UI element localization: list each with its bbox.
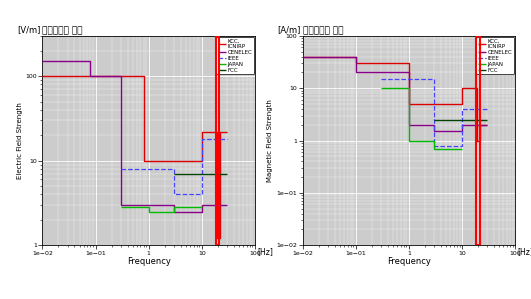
- Bar: [216, 36, 219, 245]
- Text: 전기장강도 기준: 전기장강도 기준: [42, 26, 83, 35]
- Text: [A/m]: [A/m]: [277, 25, 301, 34]
- X-axis label: Frequency: Frequency: [387, 257, 431, 266]
- Y-axis label: Magnetic Field Strength: Magnetic Field Strength: [268, 99, 273, 182]
- Legend: KCC,
ICNIRP, CENELEC, IEEE, JAPAN, FCC: KCC, ICNIRP, CENELEC, IEEE, JAPAN, FCC: [216, 37, 254, 74]
- Legend: KCC,
ICNIRP, CENELEC, IEEE, JAPAN, FCC: KCC, ICNIRP, CENELEC, IEEE, JAPAN, FCC: [476, 37, 514, 74]
- Text: [V/m]: [V/m]: [17, 25, 40, 34]
- Bar: [476, 36, 479, 245]
- Text: [Hz]: [Hz]: [257, 247, 273, 256]
- Y-axis label: Electric Field Strength: Electric Field Strength: [16, 102, 22, 179]
- X-axis label: Frequency: Frequency: [127, 257, 170, 266]
- Text: 자기장강도 기준: 자기장강도 기준: [303, 26, 343, 35]
- Text: [Hz]: [Hz]: [517, 247, 531, 256]
